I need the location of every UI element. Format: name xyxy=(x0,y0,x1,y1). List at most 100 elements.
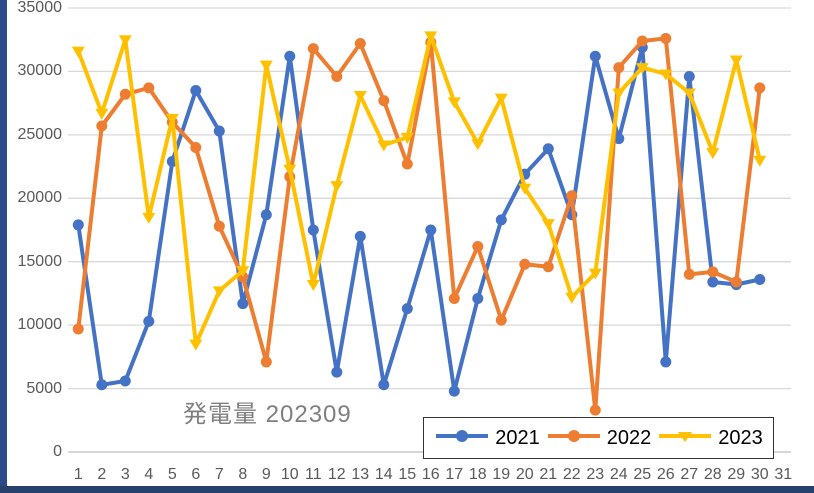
data-point-2023[interactable] xyxy=(71,46,85,58)
data-point-2023[interactable] xyxy=(236,266,250,278)
x-tick-label: 1 xyxy=(73,466,83,483)
data-point-2023[interactable] xyxy=(400,132,414,144)
x-tick-label: 19 xyxy=(492,466,511,483)
data-point-2023[interactable] xyxy=(494,93,508,105)
data-point-2021[interactable] xyxy=(190,84,202,96)
data-point-2021[interactable] xyxy=(472,293,484,305)
data-point-2021[interactable] xyxy=(72,219,84,231)
x-tick-label: 21 xyxy=(539,466,558,483)
legend-item-2022[interactable]: 2022 xyxy=(546,427,651,450)
data-point-2022[interactable] xyxy=(707,266,719,278)
series-line-2023[interactable] xyxy=(76,33,762,347)
data-point-2021[interactable] xyxy=(542,143,554,155)
data-point-2022[interactable] xyxy=(354,38,366,50)
data-point-2023[interactable] xyxy=(189,339,203,351)
data-point-2022[interactable] xyxy=(683,268,695,280)
data-point-2023[interactable] xyxy=(588,268,602,280)
data-point-2023[interactable] xyxy=(259,60,273,72)
legend-item-2021[interactable]: 2021 xyxy=(434,427,540,450)
data-point-2023[interactable] xyxy=(682,88,696,100)
data-point-2023[interactable] xyxy=(95,108,109,120)
x-tick-label: 8 xyxy=(238,466,248,483)
data-point-2022[interactable] xyxy=(143,82,155,94)
data-point-2023[interactable] xyxy=(212,286,226,298)
data-point-2022[interactable] xyxy=(448,293,460,305)
series-2022[interactable] xyxy=(72,32,766,416)
data-point-2021[interactable] xyxy=(707,276,719,288)
data-point-2021[interactable] xyxy=(213,125,225,137)
data-point-2022[interactable] xyxy=(542,261,554,273)
data-point-2023[interactable] xyxy=(165,113,179,125)
chart-title[interactable]: 発電量 202309 xyxy=(183,401,352,428)
data-point-2022[interactable] xyxy=(730,276,742,288)
data-point-2021[interactable] xyxy=(96,379,108,391)
data-point-2021[interactable] xyxy=(237,298,249,310)
data-point-2023[interactable] xyxy=(306,280,320,292)
data-point-2022[interactable] xyxy=(401,158,413,170)
data-point-2022[interactable] xyxy=(754,82,766,94)
data-point-2023[interactable] xyxy=(424,31,438,43)
data-point-2021[interactable] xyxy=(284,50,296,62)
y-tick-label: 25000 xyxy=(17,125,63,143)
data-point-2021[interactable] xyxy=(448,385,460,397)
series-line-2021[interactable] xyxy=(76,45,762,394)
data-point-2023[interactable] xyxy=(729,55,743,67)
chart-legend[interactable]: 2021 2022 2023 xyxy=(423,417,774,459)
data-point-2021[interactable] xyxy=(754,273,766,285)
legend-item-2023[interactable]: 2023 xyxy=(657,427,763,450)
data-point-2023[interactable] xyxy=(118,35,132,47)
data-point-2023[interactable] xyxy=(659,69,673,81)
data-point-2023[interactable] xyxy=(541,219,555,231)
data-point-2022[interactable] xyxy=(307,43,319,55)
data-point-2023[interactable] xyxy=(330,181,344,193)
data-point-2021[interactable] xyxy=(143,315,155,327)
data-point-2021[interactable] xyxy=(401,303,413,315)
data-point-2022[interactable] xyxy=(589,404,601,416)
data-point-2022[interactable] xyxy=(636,35,648,47)
data-point-2023[interactable] xyxy=(471,139,485,151)
data-point-2022[interactable] xyxy=(190,142,202,154)
data-point-2022[interactable] xyxy=(378,95,390,107)
data-point-2022[interactable] xyxy=(260,356,272,368)
data-point-2022[interactable] xyxy=(213,220,225,232)
data-point-2021[interactable] xyxy=(425,224,437,236)
x-tick-label: 25 xyxy=(633,466,652,483)
data-point-2021[interactable] xyxy=(307,224,319,236)
data-point-2023[interactable] xyxy=(377,140,391,152)
data-point-2022[interactable] xyxy=(519,258,531,270)
data-point-2021[interactable] xyxy=(119,375,131,387)
data-point-2022[interactable] xyxy=(331,71,343,83)
x-tick-label: 30 xyxy=(750,466,769,483)
data-point-2021[interactable] xyxy=(660,356,672,368)
data-point-2023[interactable] xyxy=(565,292,579,304)
series-2023[interactable] xyxy=(71,31,767,351)
data-point-2023[interactable] xyxy=(635,63,649,75)
data-point-2022[interactable] xyxy=(119,88,131,100)
window-left-edge xyxy=(0,0,7,493)
data-point-2022[interactable] xyxy=(660,32,672,44)
data-point-2021[interactable] xyxy=(331,366,343,378)
data-point-2023[interactable] xyxy=(353,91,367,103)
series-2021[interactable] xyxy=(72,41,766,397)
data-point-2023[interactable] xyxy=(518,183,532,195)
data-point-2021[interactable] xyxy=(683,71,695,83)
data-point-2021[interactable] xyxy=(260,209,272,221)
data-point-2022[interactable] xyxy=(96,120,108,132)
data-point-2021[interactable] xyxy=(378,379,390,391)
x-tick-label: 29 xyxy=(727,466,746,483)
data-point-2023[interactable] xyxy=(612,88,626,100)
data-point-2022[interactable] xyxy=(472,240,484,252)
data-point-2023[interactable] xyxy=(142,212,156,224)
data-point-2022[interactable] xyxy=(495,314,507,326)
data-point-2023[interactable] xyxy=(753,155,767,167)
data-point-2021[interactable] xyxy=(495,214,507,226)
data-point-2022[interactable] xyxy=(72,323,84,335)
x-tick-label: 14 xyxy=(374,466,393,483)
data-point-2021[interactable] xyxy=(354,230,366,242)
data-point-2023[interactable] xyxy=(447,97,461,109)
data-point-2022[interactable] xyxy=(566,190,578,202)
data-point-2023[interactable] xyxy=(706,148,720,160)
data-point-2021[interactable] xyxy=(589,50,601,62)
data-point-2022[interactable] xyxy=(613,62,625,74)
data-point-2023[interactable] xyxy=(283,164,297,176)
